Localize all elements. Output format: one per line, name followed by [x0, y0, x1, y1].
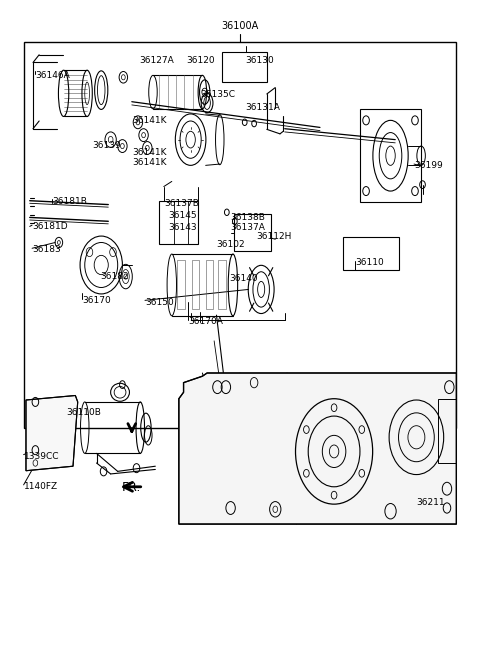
- Text: 36137B: 36137B: [164, 199, 199, 208]
- Text: 36127A: 36127A: [139, 56, 174, 65]
- Text: FR.: FR.: [121, 481, 141, 494]
- Text: 36141K: 36141K: [132, 148, 166, 157]
- Text: 36131A: 36131A: [246, 103, 280, 112]
- Bar: [218, 260, 226, 310]
- Text: 36211: 36211: [416, 499, 445, 507]
- Text: 36137A: 36137A: [230, 222, 265, 232]
- Text: 36100A: 36100A: [221, 21, 259, 31]
- Text: 36102: 36102: [216, 240, 245, 249]
- Text: 36135C: 36135C: [200, 90, 235, 99]
- Text: 1140FZ: 1140FZ: [24, 482, 58, 491]
- Text: 36110: 36110: [355, 258, 384, 267]
- Bar: [234, 214, 271, 251]
- Text: 36146A: 36146A: [36, 71, 70, 80]
- Text: 36181D: 36181D: [32, 222, 68, 231]
- Bar: [192, 260, 199, 310]
- Text: 36145: 36145: [168, 211, 197, 220]
- Text: 36112H: 36112H: [256, 232, 291, 241]
- Text: 36143: 36143: [168, 222, 197, 232]
- Bar: [344, 237, 399, 270]
- Text: 36140: 36140: [229, 274, 258, 283]
- Text: 36170: 36170: [83, 296, 111, 305]
- Bar: [438, 399, 456, 463]
- Bar: [222, 52, 267, 83]
- Text: 36138B: 36138B: [230, 213, 265, 222]
- Bar: [24, 42, 456, 428]
- Text: 1339CC: 1339CC: [24, 452, 59, 461]
- Text: 36182: 36182: [100, 272, 129, 281]
- Text: 36141K: 36141K: [132, 117, 166, 125]
- Polygon shape: [26, 396, 78, 471]
- Bar: [159, 201, 198, 245]
- Text: 36181B: 36181B: [52, 197, 87, 207]
- Text: 36110B: 36110B: [66, 409, 101, 417]
- Text: 36170A: 36170A: [188, 317, 223, 326]
- Text: 36139: 36139: [92, 141, 120, 150]
- Polygon shape: [179, 373, 456, 524]
- Text: 36120: 36120: [186, 56, 215, 65]
- Text: 36199: 36199: [414, 161, 443, 171]
- Bar: [205, 260, 213, 310]
- Bar: [360, 109, 421, 202]
- Text: 36183: 36183: [32, 245, 61, 254]
- Text: 36130: 36130: [246, 56, 275, 65]
- Text: 36141K: 36141K: [132, 158, 166, 167]
- Text: 36150: 36150: [145, 298, 174, 307]
- Bar: [178, 260, 185, 310]
